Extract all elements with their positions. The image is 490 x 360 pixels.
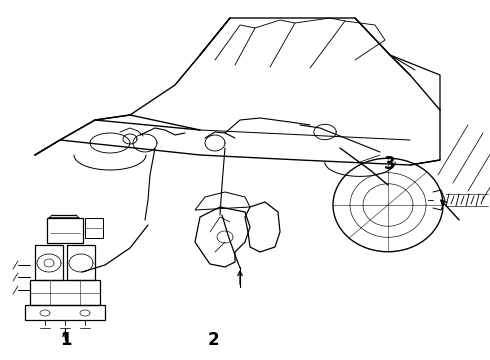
Bar: [35, 245, 63, 280]
Bar: [85, 218, 103, 238]
Bar: [25, 305, 105, 320]
Bar: [67, 245, 95, 280]
Text: 1: 1: [60, 331, 72, 349]
Text: 2: 2: [207, 331, 219, 349]
Bar: [47, 218, 83, 243]
Text: 3: 3: [384, 155, 395, 173]
Bar: [30, 280, 100, 305]
